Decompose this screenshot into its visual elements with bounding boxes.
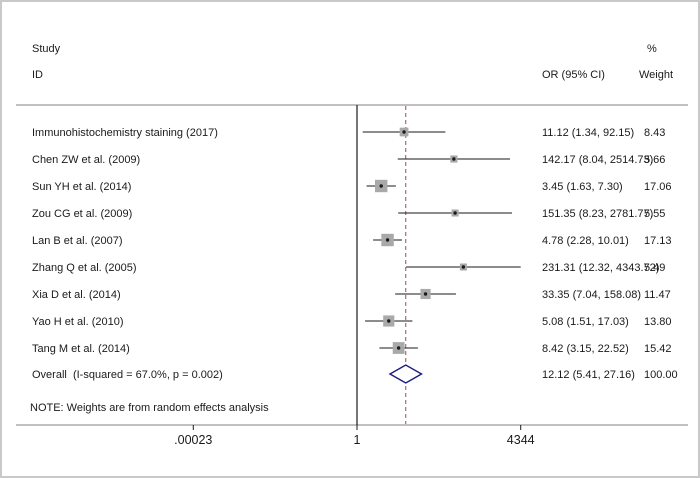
overall-diamond (388, 364, 423, 384)
effect-marker-center (379, 184, 383, 188)
column-header-id: ID (32, 69, 43, 81)
study-label: Zou CG et al. (2009) (32, 208, 132, 220)
or-ci-value: 8.42 (3.15, 22.52) (542, 343, 629, 355)
weight-value: 17.06 (644, 181, 672, 193)
x-tick-label: .00023 (174, 433, 212, 447)
study-label: Yao H et al. (2010) (32, 316, 124, 328)
weight-value: 5.55 (644, 208, 665, 220)
column-header-percent: % (647, 43, 657, 55)
study-row: Zhang Q et al. (2005) 231.31 (12.32, 4343… (32, 262, 665, 274)
or-ci-value: 142.17 (8.04, 2514.73) (542, 154, 653, 166)
or-ci-value: 231.31 (12.32, 4343.72) (542, 262, 659, 274)
effect-marker-center (453, 211, 457, 215)
overall-or-ci-value: 12.12 (5.41, 27.16) (542, 369, 635, 381)
study-label: Zhang Q et al. (2005) (32, 262, 137, 274)
overall-row: Overall (I-squared = 67.0%, p = 0.002) 12… (32, 364, 678, 384)
effect-marker-center (396, 346, 401, 350)
weight-value: 17.13 (644, 235, 672, 247)
effect-marker-center (385, 238, 390, 242)
study-label: Sun YH et al. (2014) (32, 181, 131, 193)
x-tick-label: 4344 (507, 433, 535, 447)
x-tick-label: 1 (354, 433, 361, 447)
study-row: Zou CG et al. (2009) 151.35 (8.23, 2781.7… (32, 208, 665, 220)
study-label: Immunohistochemistry staining (2017) (32, 127, 218, 139)
study-label: Xia D et al. (2014) (32, 289, 121, 301)
weight-value: 5.66 (644, 154, 665, 166)
weight-value: 11.47 (644, 289, 671, 301)
weight-value: 15.42 (644, 343, 672, 355)
effect-marker-center (423, 292, 428, 296)
column-header-study: Study (32, 43, 61, 55)
weight-value: 13.80 (644, 316, 672, 328)
study-row: Sun YH et al. (2014) 3.45 (1.63, 7.30) 17.… (32, 179, 672, 193)
weight-value: 8.43 (644, 127, 665, 139)
or-ci-value: 33.35 (7.04, 158.08) (542, 289, 641, 301)
or-ci-value: 11.12 (1.34, 92.15) (542, 127, 634, 139)
overall-weight-value: 100.00 (644, 369, 678, 381)
study-label: Lan B et al. (2007) (32, 235, 123, 247)
study-row: Immunohistochemistry staining (2017) 11.1… (32, 127, 665, 139)
or-ci-value: 3.45 (1.63, 7.30) (542, 181, 623, 193)
study-row: Tang M et al. (2014) 8.42 (3.15, 22.52) 15… (32, 342, 672, 355)
or-ci-value: 4.78 (2.28, 10.01) (542, 235, 629, 247)
study-label: Tang M et al. (2014) (32, 343, 130, 355)
study-row: Lan B et al. (2007) 4.78 (2.28, 10.01) 17.… (32, 233, 672, 247)
study-row: Yao H et al. (2010) 5.08 (1.51, 17.03) 13.… (32, 315, 672, 328)
effect-marker-center (461, 265, 466, 269)
effect-marker-center (387, 319, 391, 323)
effect-marker-center (402, 130, 406, 134)
or-ci-value: 5.08 (1.51, 17.03) (542, 316, 629, 328)
effect-marker-center (452, 157, 456, 161)
overall-label: Overall (I-squared = 67.0%, p = 0.002) (32, 369, 223, 381)
column-header-weight: Weight (639, 69, 674, 81)
weight-value: 5.49 (644, 262, 665, 274)
or-ci-value: 151.35 (8.23, 2781.77) (542, 208, 653, 220)
study-label: Chen ZW et al. (2009) (32, 154, 140, 166)
study-row: Xia D et al. (2014) 33.35 (7.04, 158.08) 1… (32, 288, 671, 301)
column-header-or-ci: OR (95% CI) (542, 69, 605, 81)
study-row: Chen ZW et al. (2009) 142.17 (8.04, 2514.… (32, 154, 665, 166)
note-text: NOTE: Weights are from random effects an… (30, 402, 269, 414)
